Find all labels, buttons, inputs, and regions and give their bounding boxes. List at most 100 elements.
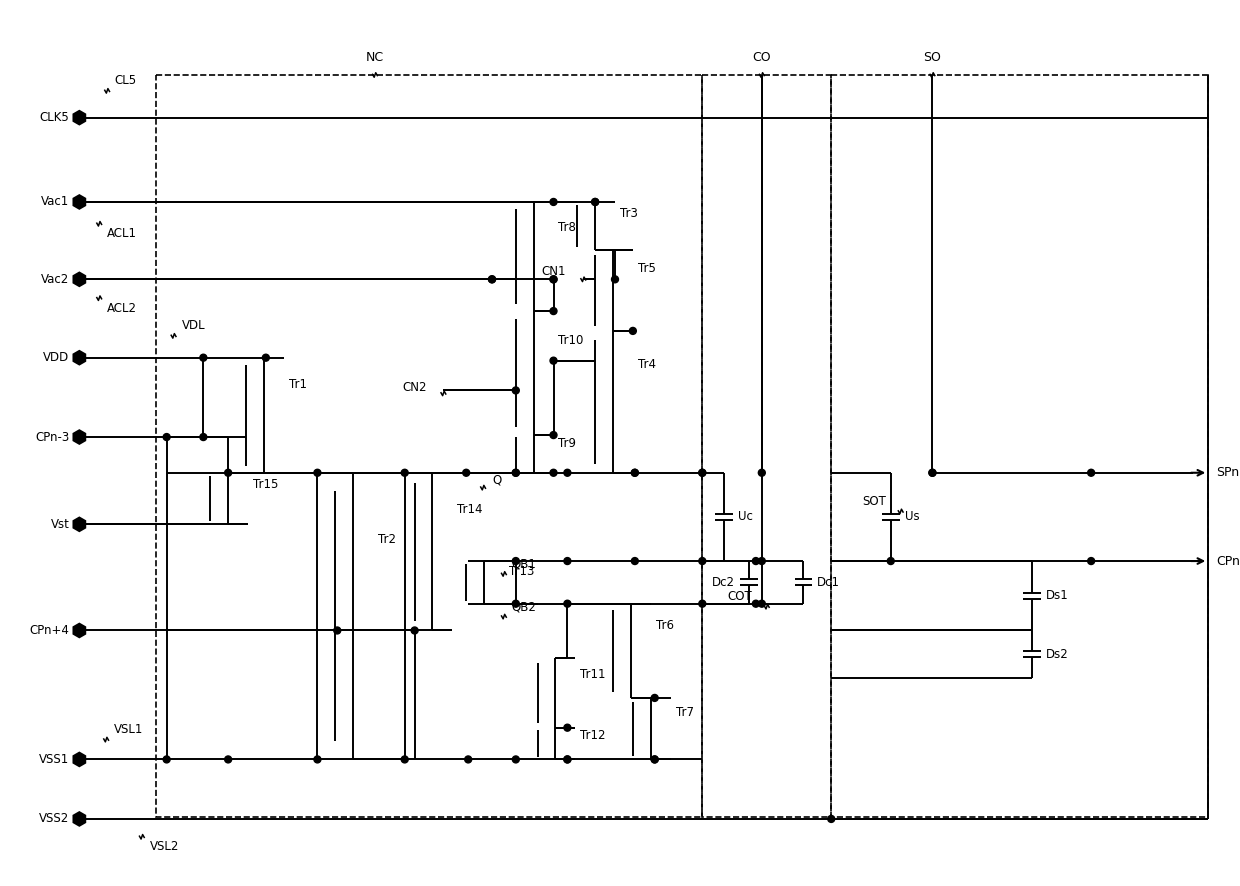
Circle shape — [512, 470, 520, 477]
Text: SOT: SOT — [862, 495, 885, 508]
Text: COT: COT — [727, 590, 751, 603]
Circle shape — [224, 470, 232, 477]
Text: Tr15: Tr15 — [253, 478, 278, 492]
Circle shape — [551, 198, 557, 206]
Circle shape — [651, 756, 658, 763]
Circle shape — [512, 470, 520, 477]
Bar — [156, 75, 702, 817]
Polygon shape — [72, 350, 87, 366]
Circle shape — [564, 724, 570, 731]
Text: Tr11: Tr11 — [580, 668, 606, 681]
Circle shape — [753, 600, 759, 607]
Circle shape — [164, 756, 170, 763]
Circle shape — [334, 627, 341, 634]
Circle shape — [699, 470, 706, 477]
Text: VDL: VDL — [181, 320, 205, 332]
Text: CL5: CL5 — [114, 74, 136, 88]
Circle shape — [551, 276, 557, 283]
Circle shape — [651, 695, 658, 702]
Circle shape — [402, 756, 408, 763]
Circle shape — [551, 470, 557, 477]
Text: VSS1: VSS1 — [40, 753, 69, 766]
Text: Tr3: Tr3 — [620, 206, 637, 220]
Circle shape — [929, 470, 936, 477]
Circle shape — [512, 557, 520, 564]
Circle shape — [164, 433, 170, 440]
Circle shape — [611, 276, 619, 283]
Circle shape — [630, 328, 636, 334]
Text: Q: Q — [492, 473, 501, 486]
Text: VDD: VDD — [43, 351, 69, 364]
Circle shape — [564, 756, 570, 763]
Circle shape — [512, 387, 520, 394]
Circle shape — [489, 276, 496, 283]
Circle shape — [314, 470, 321, 477]
Polygon shape — [72, 110, 87, 126]
Text: Tr10: Tr10 — [558, 334, 584, 346]
Text: NC: NC — [366, 51, 384, 64]
Circle shape — [564, 470, 570, 477]
Text: Ds2: Ds2 — [1045, 648, 1068, 661]
Text: Tr13: Tr13 — [508, 564, 534, 578]
Circle shape — [551, 357, 557, 364]
Circle shape — [759, 600, 765, 607]
Text: SPn: SPn — [1216, 466, 1239, 479]
Circle shape — [651, 756, 658, 763]
Text: Dc1: Dc1 — [817, 576, 841, 589]
Text: Vac2: Vac2 — [41, 273, 69, 286]
Circle shape — [828, 815, 835, 822]
Bar — [702, 75, 831, 817]
Text: Vst: Vst — [51, 517, 69, 531]
Text: Tr1: Tr1 — [289, 378, 306, 391]
Text: CN2: CN2 — [402, 381, 427, 394]
Text: VSL1: VSL1 — [114, 723, 144, 736]
Text: CN1: CN1 — [541, 265, 565, 278]
Circle shape — [551, 276, 557, 283]
Polygon shape — [72, 429, 87, 445]
Circle shape — [551, 307, 557, 315]
Circle shape — [263, 354, 269, 361]
Polygon shape — [72, 623, 87, 639]
Bar — [831, 75, 1208, 817]
Circle shape — [759, 557, 765, 564]
Text: Us: Us — [905, 510, 919, 524]
Circle shape — [224, 756, 232, 763]
Circle shape — [1087, 557, 1095, 564]
Text: Tr9: Tr9 — [558, 438, 577, 450]
Circle shape — [564, 557, 570, 564]
Text: QB2: QB2 — [512, 600, 537, 613]
Circle shape — [1087, 470, 1095, 477]
Polygon shape — [72, 271, 87, 287]
Text: CPn: CPn — [1216, 555, 1240, 568]
Circle shape — [699, 600, 706, 607]
Circle shape — [631, 557, 639, 564]
Circle shape — [699, 557, 706, 564]
Text: Tr4: Tr4 — [637, 358, 656, 370]
Text: ACL2: ACL2 — [107, 301, 138, 315]
Circle shape — [402, 470, 408, 477]
Circle shape — [463, 470, 470, 477]
Polygon shape — [72, 811, 87, 827]
Circle shape — [551, 431, 557, 439]
Text: Tr2: Tr2 — [378, 533, 396, 547]
Text: Dc2: Dc2 — [712, 576, 735, 589]
Circle shape — [512, 600, 520, 607]
Circle shape — [591, 198, 599, 206]
Circle shape — [489, 276, 496, 283]
Polygon shape — [72, 194, 87, 210]
Circle shape — [200, 433, 207, 440]
Text: CPn-3: CPn-3 — [35, 431, 69, 444]
Circle shape — [412, 627, 418, 634]
Circle shape — [591, 198, 599, 206]
Text: Tr8: Tr8 — [558, 221, 577, 234]
Circle shape — [564, 756, 570, 763]
Text: Tr6: Tr6 — [656, 619, 673, 633]
Circle shape — [465, 756, 471, 763]
Circle shape — [699, 470, 706, 477]
Text: Tr12: Tr12 — [580, 728, 606, 742]
Text: CLK5: CLK5 — [40, 111, 69, 124]
Text: Tr5: Tr5 — [637, 262, 656, 276]
Text: CO: CO — [753, 51, 771, 64]
Circle shape — [564, 600, 570, 607]
Text: Uc: Uc — [738, 510, 753, 524]
